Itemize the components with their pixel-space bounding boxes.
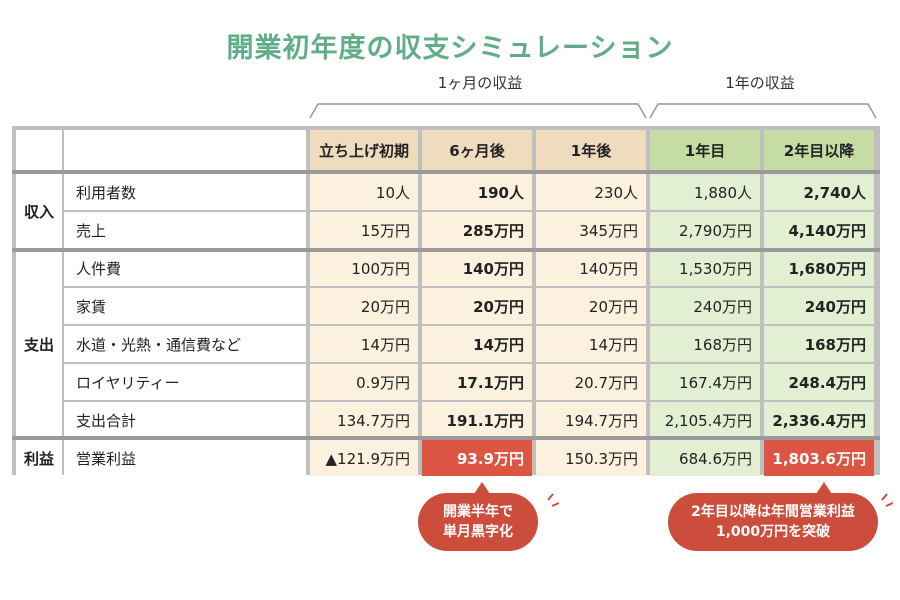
table-cell: 1,803.6万円 — [764, 440, 874, 476]
header-label-blank — [64, 130, 306, 170]
table-cell: 0.9万円 — [310, 364, 418, 400]
category-income: 収入 — [16, 174, 62, 248]
table-cell: 2,336.4万円 — [764, 402, 874, 438]
table-cell: 190人 — [422, 174, 532, 210]
table-cell: 20万円 — [310, 288, 418, 324]
bubble-tail-second — [816, 482, 832, 494]
group-braces — [309, 103, 877, 119]
group-label-monthly: 1ヶ月の収益 — [437, 74, 523, 92]
table-cell: 1,530万円 — [650, 250, 760, 286]
callout-first-line1: 開業半年で — [443, 504, 513, 520]
table-cell: 240万円 — [764, 288, 874, 324]
section-divider — [12, 436, 880, 440]
table-cell: 20万円 — [422, 288, 532, 324]
callout-first: 開業半年で 単月黒字化 — [418, 493, 538, 551]
row-label: 営業利益 — [64, 440, 306, 476]
column-header: 1年後 — [536, 130, 646, 170]
callout-second-line1: 2年目以降は年間営業利益 — [691, 504, 855, 520]
section-divider — [12, 248, 880, 252]
row-label: 利用者数 — [64, 174, 306, 210]
header-corner — [16, 130, 62, 170]
table-cell: 168万円 — [650, 326, 760, 362]
row-label: 売上 — [64, 212, 306, 248]
row-label: 水道・光熱・通信費など — [64, 326, 306, 362]
callout-second-line2: 1,000万円を突破 — [715, 524, 831, 540]
column-header: 1年目 — [650, 130, 760, 170]
section-divider — [12, 170, 880, 174]
table-cell: 2,740人 — [764, 174, 874, 210]
row-label: 人件費 — [64, 250, 306, 286]
table-cell: 191.1万円 — [422, 402, 532, 438]
table-cell: 93.9万円 — [422, 440, 532, 476]
column-header: 6ヶ月後 — [422, 130, 532, 170]
table-cell: 1,680万円 — [764, 250, 874, 286]
table-cell: 20.7万円 — [536, 364, 646, 400]
column-header: 立ち上げ初期 — [310, 130, 418, 170]
table-cell: 150.3万円 — [536, 440, 646, 476]
table-cell: 345万円 — [536, 212, 646, 248]
row-label: ロイヤリティー — [64, 364, 306, 400]
table-cell: 194.7万円 — [536, 402, 646, 438]
table-cell: 14万円 — [310, 326, 418, 362]
table-cell: 20万円 — [536, 288, 646, 324]
group-label-yearly: 1年の収益 — [725, 74, 795, 92]
table-cell: 134.7万円 — [310, 402, 418, 438]
table-cell: 684.6万円 — [650, 440, 760, 476]
table-cell: ▲121.9万円 — [310, 440, 418, 476]
table-cell: 2,105.4万円 — [650, 402, 760, 438]
table-cell: 4,140万円 — [764, 212, 874, 248]
table-cell: 14万円 — [536, 326, 646, 362]
table-cell: 140万円 — [536, 250, 646, 286]
table-cell: 140万円 — [422, 250, 532, 286]
category-profit: 利益 — [16, 440, 62, 476]
callout-first-line2: 単月黒字化 — [443, 524, 513, 540]
table-cell: 240万円 — [650, 288, 760, 324]
page-title: 開業初年度の収支シミュレーション — [226, 33, 674, 64]
row-label: 家賃 — [64, 288, 306, 324]
bubble-tail-first — [474, 482, 490, 494]
table-cell: 248.4万円 — [764, 364, 874, 400]
table-cell: 168万円 — [764, 326, 874, 362]
table-cell: 17.1万円 — [422, 364, 532, 400]
simulation-table: 立ち上げ初期 6ヶ月後 1年後 1年目 2年目以降収入 支出 利益 利用者数 10人 190人 23… — [12, 126, 880, 476]
table-cell: 100万円 — [310, 250, 418, 286]
table-cell: 1,880人 — [650, 174, 760, 210]
callout-second: 2年目以降は年間営業利益 1,000万円を突破 — [668, 493, 878, 551]
table-cell: 167.4万円 — [650, 364, 760, 400]
table-cell: 230人 — [536, 174, 646, 210]
table-cell: 2,790万円 — [650, 212, 760, 248]
category-expense: 支出 — [16, 250, 62, 438]
table-cell: 10人 — [310, 174, 418, 210]
table-cell: 285万円 — [422, 212, 532, 248]
column-header: 2年目以降 — [764, 130, 874, 170]
row-label: 支出合計 — [64, 402, 306, 438]
table-cell: 15万円 — [310, 212, 418, 248]
table-cell: 14万円 — [422, 326, 532, 362]
